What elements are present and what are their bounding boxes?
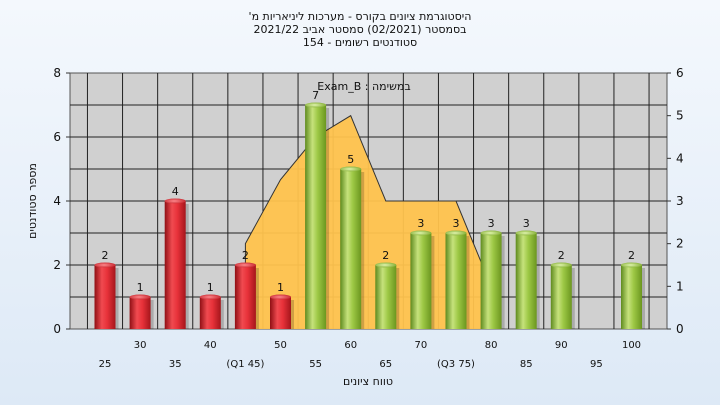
x-tick-label: 100 xyxy=(622,340,641,351)
bar-cap xyxy=(305,102,327,108)
data-label: 2 xyxy=(628,249,635,262)
bar xyxy=(340,169,362,329)
y-tick-label: 8 xyxy=(53,66,61,80)
data-label: 2 xyxy=(558,249,565,262)
chart-title-line-2: בסמסטר (02/2021) סמסטר אביב 2021/22 xyxy=(253,23,467,36)
y2-tick-label: 1 xyxy=(676,279,684,293)
data-label: 2 xyxy=(382,249,389,262)
bar-cap xyxy=(445,230,467,236)
data-label: 5 xyxy=(347,153,354,166)
bar-cap xyxy=(550,262,572,268)
y2-tick-label: 0 xyxy=(676,322,684,336)
y-tick-label: 2 xyxy=(53,258,61,272)
bar xyxy=(410,233,432,329)
bar xyxy=(199,297,221,329)
bar-cap xyxy=(129,294,151,300)
x-tick-label: (Q1 45) xyxy=(226,359,264,370)
bar xyxy=(234,265,256,329)
x-tick-label: 80 xyxy=(485,340,498,351)
data-label: 2 xyxy=(242,249,249,262)
bar-cap xyxy=(199,294,221,300)
distribution-outline xyxy=(244,114,492,329)
data-label: 1 xyxy=(207,281,214,294)
bar xyxy=(164,201,186,329)
bar xyxy=(480,233,502,329)
bar xyxy=(94,265,116,329)
y2-tick-label: 3 xyxy=(676,194,684,208)
chart-title-line-1: היסטוגרמת ציונים בקורס - מערכות ליניאריו… xyxy=(248,10,472,23)
y-tick-label: 0 xyxy=(53,322,61,336)
x-tick-label: 65 xyxy=(379,359,392,370)
y-axis-label: מספר סטודנטים xyxy=(26,163,39,239)
bar-cap xyxy=(480,230,502,236)
bar-cap xyxy=(234,262,256,268)
bar xyxy=(270,297,291,329)
bar-cap xyxy=(375,262,397,268)
x-axis-label: טווח ציונים xyxy=(343,375,393,388)
bar xyxy=(375,265,397,329)
bar xyxy=(550,265,572,329)
data-label: 1 xyxy=(137,281,144,294)
bar xyxy=(621,265,642,329)
x-tick-label: 30 xyxy=(134,340,147,351)
data-label: 4 xyxy=(172,185,179,198)
data-label: 7 xyxy=(312,89,319,102)
bar xyxy=(305,105,327,329)
y-axis-ticks: 0 2 4 6 8 xyxy=(53,66,70,336)
bar-cap xyxy=(94,262,116,268)
legend-text: במשימה : Exam_B xyxy=(317,80,410,93)
x-tick-label: 90 xyxy=(555,340,568,351)
y2-tick-label: 6 xyxy=(676,66,684,80)
y2-axis-ticks: 0 1 2 3 4 5 6 xyxy=(667,66,684,336)
bar xyxy=(129,297,151,329)
x-tick-label: (Q3 75) xyxy=(437,359,475,370)
data-label: 3 xyxy=(453,217,460,230)
y-tick-label: 4 xyxy=(53,194,61,208)
x-axis-ticks: 25 30 35 40 (Q1 45) 50 55 60 65 70 (Q3 75) 80 85 90 95… xyxy=(99,340,641,370)
x-tick-label: 50 xyxy=(274,340,287,351)
x-tick-label: 95 xyxy=(590,359,603,370)
y2-tick-label: 2 xyxy=(676,237,684,251)
bar xyxy=(445,233,467,329)
x-tick-label: 85 xyxy=(520,359,533,370)
data-label: 3 xyxy=(417,217,424,230)
bar-cap xyxy=(515,230,537,236)
bar-cap xyxy=(410,230,432,236)
x-tick-label: 35 xyxy=(169,359,182,370)
data-label: 2 xyxy=(102,249,109,262)
y-tick-label: 6 xyxy=(53,130,61,144)
y2-tick-label: 4 xyxy=(676,151,684,165)
bar xyxy=(515,233,537,329)
data-label: 3 xyxy=(488,217,495,230)
data-label: 1 xyxy=(277,281,284,294)
bar-cap xyxy=(164,198,186,204)
x-tick-label: 40 xyxy=(204,340,217,351)
x-tick-label: 60 xyxy=(344,340,357,351)
bar-cap xyxy=(621,262,642,268)
data-label: 3 xyxy=(523,217,530,230)
x-tick-label: 25 xyxy=(99,359,112,370)
y2-tick-label: 5 xyxy=(676,109,684,123)
x-tick-label: 70 xyxy=(415,340,428,351)
chart-title-line-3: סטודנטים רשומים - 154 xyxy=(302,36,418,49)
bars-layer: 2 1 4 1 2 1 7 5 2 3 3 3 3 2 2 xyxy=(94,89,645,329)
x-tick-label: 55 xyxy=(309,359,322,370)
bar-cap xyxy=(270,294,291,300)
bar-cap xyxy=(340,166,362,172)
